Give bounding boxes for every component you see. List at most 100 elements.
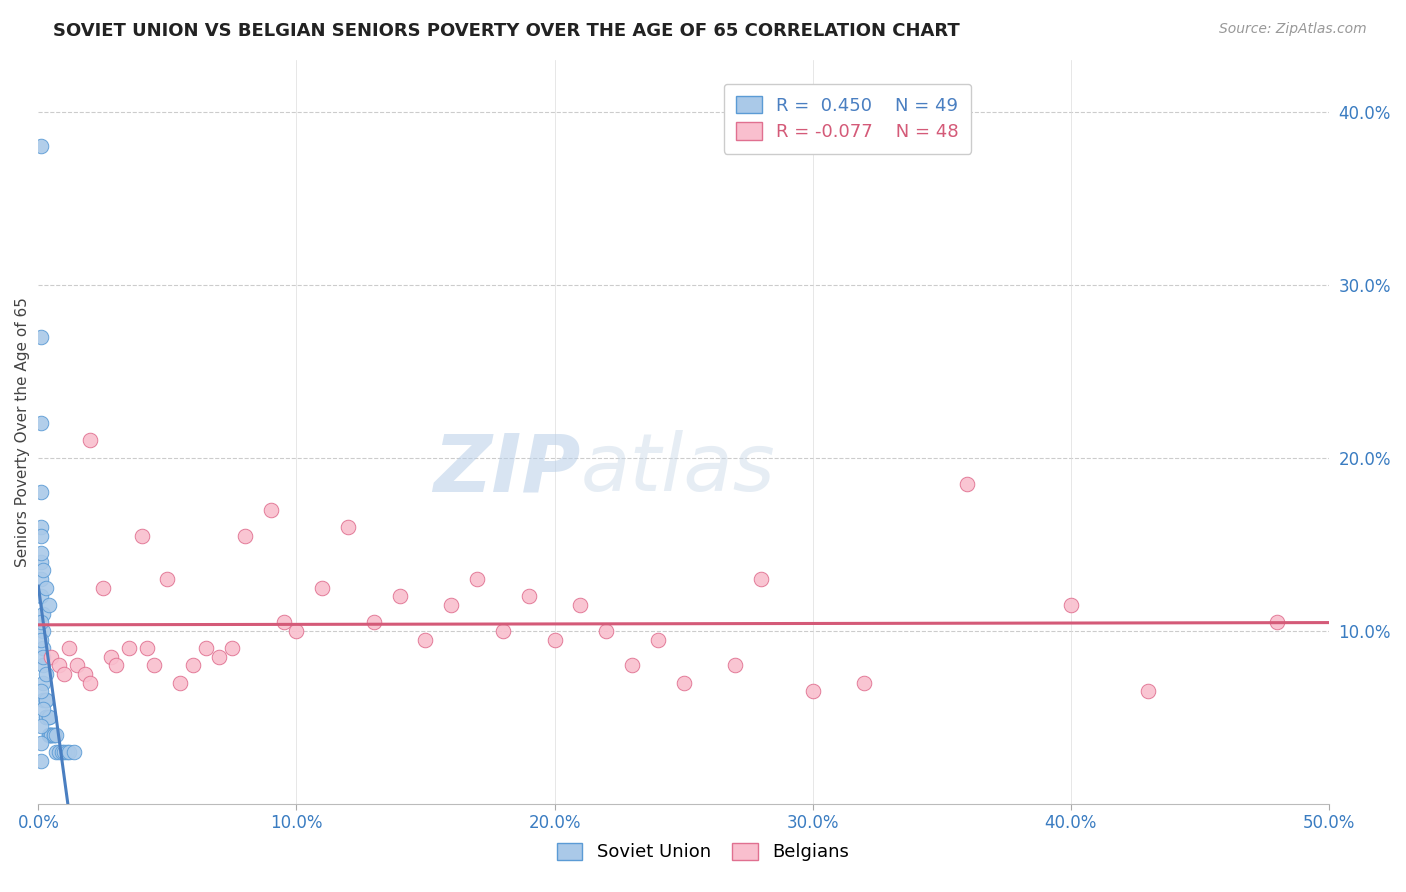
Point bbox=[1137, 684, 1160, 698]
Point bbox=[30, 632, 52, 647]
Point bbox=[1060, 598, 1083, 612]
Point bbox=[30, 589, 52, 603]
Point bbox=[53, 667, 76, 681]
Point bbox=[48, 658, 70, 673]
Point bbox=[118, 641, 141, 656]
Point bbox=[45, 728, 67, 742]
Text: SOVIET UNION VS BELGIAN SENIORS POVERTY OVER THE AGE OF 65 CORRELATION CHART: SOVIET UNION VS BELGIAN SENIORS POVERTY … bbox=[53, 22, 960, 40]
Point bbox=[39, 728, 62, 742]
Point bbox=[337, 520, 360, 534]
Point bbox=[273, 615, 295, 630]
Point bbox=[647, 632, 669, 647]
Point bbox=[620, 658, 643, 673]
Point bbox=[956, 476, 979, 491]
Point bbox=[195, 641, 218, 656]
Text: Source: ZipAtlas.com: Source: ZipAtlas.com bbox=[1219, 22, 1367, 37]
Point bbox=[30, 485, 52, 500]
Point bbox=[415, 632, 437, 647]
Point bbox=[259, 502, 281, 516]
Point bbox=[58, 641, 80, 656]
Point bbox=[79, 675, 101, 690]
Point bbox=[32, 693, 55, 707]
Point bbox=[595, 624, 617, 638]
Y-axis label: Seniors Poverty Over the Age of 65: Seniors Poverty Over the Age of 65 bbox=[15, 297, 30, 566]
Point bbox=[79, 434, 101, 448]
Point bbox=[30, 139, 52, 153]
Point bbox=[221, 641, 243, 656]
Point bbox=[569, 598, 592, 612]
Point bbox=[465, 572, 488, 586]
Point bbox=[38, 598, 60, 612]
Point bbox=[53, 745, 76, 759]
Point bbox=[55, 745, 77, 759]
Point bbox=[1265, 615, 1288, 630]
Point bbox=[58, 745, 80, 759]
Point bbox=[30, 572, 52, 586]
Point bbox=[32, 607, 55, 621]
Point bbox=[30, 615, 52, 630]
Point bbox=[672, 675, 695, 690]
Point bbox=[38, 710, 60, 724]
Point bbox=[30, 754, 52, 768]
Point bbox=[38, 728, 60, 742]
Point bbox=[35, 667, 58, 681]
Point bbox=[35, 710, 58, 724]
Point bbox=[104, 658, 127, 673]
Point bbox=[91, 581, 114, 595]
Point bbox=[749, 572, 772, 586]
Point bbox=[543, 632, 565, 647]
Point bbox=[45, 745, 67, 759]
Point bbox=[73, 667, 96, 681]
Point bbox=[39, 649, 62, 664]
Point bbox=[156, 572, 179, 586]
Legend: R =  0.450    N = 49, R = -0.077    N = 48: R = 0.450 N = 49, R = -0.077 N = 48 bbox=[724, 84, 972, 153]
Point bbox=[35, 581, 58, 595]
Point bbox=[32, 702, 55, 716]
Point bbox=[143, 658, 166, 673]
Point bbox=[30, 329, 52, 343]
Point bbox=[100, 649, 122, 664]
Point bbox=[39, 728, 62, 742]
Text: atlas: atlas bbox=[581, 430, 775, 508]
Point bbox=[32, 649, 55, 664]
Text: ZIP: ZIP bbox=[433, 430, 581, 508]
Point bbox=[311, 581, 333, 595]
Point bbox=[38, 728, 60, 742]
Point bbox=[35, 710, 58, 724]
Point bbox=[30, 555, 52, 569]
Point bbox=[517, 589, 540, 603]
Point bbox=[30, 416, 52, 430]
Point bbox=[135, 641, 157, 656]
Point bbox=[30, 684, 52, 698]
Legend: Soviet Union, Belgians: Soviet Union, Belgians bbox=[544, 830, 862, 874]
Point bbox=[63, 745, 86, 759]
Point bbox=[39, 728, 62, 742]
Point bbox=[48, 745, 70, 759]
Point bbox=[181, 658, 204, 673]
Point bbox=[32, 563, 55, 577]
Point bbox=[30, 520, 52, 534]
Point bbox=[131, 529, 153, 543]
Point bbox=[169, 675, 191, 690]
Point bbox=[32, 658, 55, 673]
Point bbox=[30, 529, 52, 543]
Point bbox=[492, 624, 515, 638]
Point bbox=[30, 546, 52, 560]
Point bbox=[440, 598, 463, 612]
Point bbox=[724, 658, 747, 673]
Point bbox=[853, 675, 876, 690]
Point bbox=[32, 624, 55, 638]
Point bbox=[35, 693, 58, 707]
Point bbox=[233, 529, 256, 543]
Point bbox=[32, 641, 55, 656]
Point bbox=[42, 728, 65, 742]
Point bbox=[42, 728, 65, 742]
Point bbox=[35, 693, 58, 707]
Point bbox=[801, 684, 824, 698]
Point bbox=[363, 615, 385, 630]
Point bbox=[51, 745, 73, 759]
Point bbox=[66, 658, 89, 673]
Point bbox=[285, 624, 308, 638]
Point bbox=[32, 675, 55, 690]
Point bbox=[30, 719, 52, 733]
